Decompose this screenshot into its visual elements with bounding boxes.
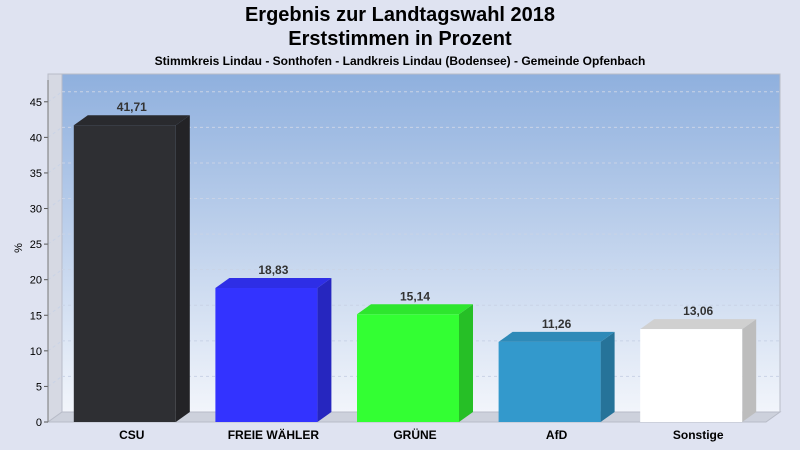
y-tick-label: 20 [30,275,42,287]
bar-side [175,115,190,422]
chart-region-subtitle: Stimmkreis Lindau - Sonthofen - Landkrei… [154,54,646,68]
gridline-side [47,162,63,174]
bar [357,314,459,422]
bar-value-label: 41,71 [117,100,147,114]
x-category-label: FREIE WÄHLER [228,427,320,442]
y-tick-label: 45 [30,97,42,109]
x-category-label: Sonstige [673,428,724,442]
bar-side [459,304,473,422]
y-tick-label: 35 [30,168,42,180]
bar-top [640,319,757,330]
y-axis-label: % [13,243,25,253]
x-category-label: CSU [119,428,144,442]
y-tick-label: 30 [30,204,42,216]
bar [640,329,743,422]
gridline-side [47,126,63,138]
bar [73,125,176,422]
bar-value-label: 18,83 [258,263,288,277]
bar-side [742,319,757,422]
x-category-label: AfD [546,428,568,442]
chart-subtitle: Erststimmen in Prozent [288,28,512,50]
bar [215,288,318,422]
gridline-side [47,198,63,209]
gridline-side [47,91,63,103]
x-category-label: GRÜNE [393,427,436,442]
bar-value-label: 15,14 [400,289,430,303]
bar-value-label: 13,06 [683,304,713,318]
y-tick-label: 5 [36,381,42,393]
y-tick-label: 0 [36,417,42,429]
gridline-side [47,233,63,245]
gridline-side [47,376,63,387]
bar-top [73,115,190,126]
y-tick-label: 25 [30,239,42,251]
bar-side [600,331,615,422]
gridline-side [47,269,63,281]
y-tick-label: 15 [30,310,42,322]
left-wall [47,73,63,423]
y-tick-label: 40 [30,132,42,144]
gridline-side [47,304,63,316]
bar-value-label: 11,26 [542,317,572,331]
bar-top [357,304,473,315]
y-tick-label: 10 [30,346,42,358]
bar-side [317,278,332,422]
bar-top [498,331,615,342]
gridline-side [47,340,63,352]
bar [498,341,601,422]
bar-top [215,278,332,289]
chart-title: Ergebnis zur Landtagswahl 2018 [244,4,556,26]
